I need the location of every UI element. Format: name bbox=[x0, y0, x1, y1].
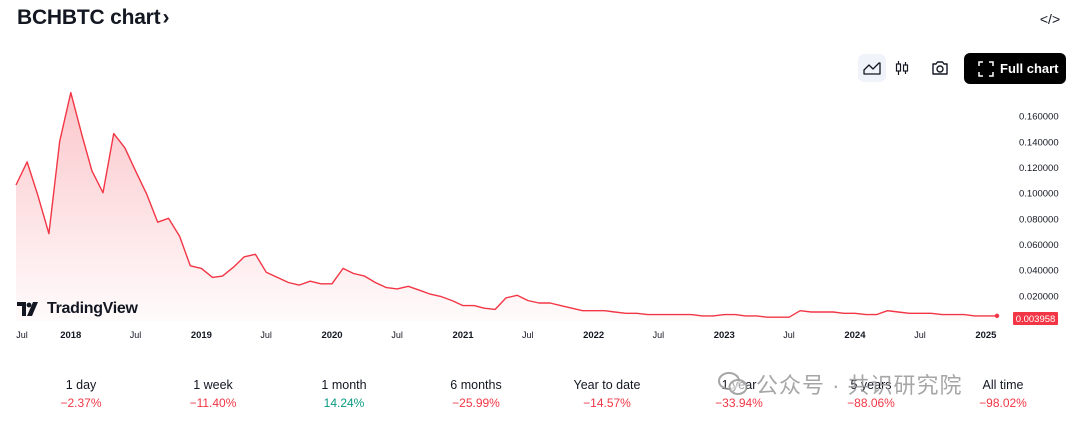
tradingview-logo-icon bbox=[17, 302, 38, 316]
x-tick-label: 2022 bbox=[583, 330, 604, 341]
period-change: −2.37% bbox=[60, 396, 102, 410]
area-chart-button[interactable] bbox=[858, 54, 886, 82]
x-tick-label: 2021 bbox=[452, 330, 474, 341]
screenshot-button[interactable] bbox=[926, 54, 954, 82]
fullscreen-icon bbox=[978, 60, 994, 77]
period-label: 5 years bbox=[850, 378, 892, 392]
period-all-time[interactable]: All time −98.02% bbox=[938, 378, 1068, 410]
x-tick-label: 2023 bbox=[714, 330, 735, 341]
candles-button[interactable] bbox=[888, 54, 916, 82]
last-value-label: 0.003958 bbox=[1016, 314, 1056, 325]
x-tick-label: Jul bbox=[260, 330, 272, 340]
x-tick-label: Jul bbox=[653, 330, 665, 340]
chart-svg: 0.160000 0.140000 0.120000 0.100000 0.080000… bbox=[15, 91, 1059, 341]
y-tick-label: 0.040000 bbox=[1019, 266, 1059, 277]
symbol-title[interactable]: BCHBTC chart bbox=[17, 6, 161, 29]
x-tick-label: 2020 bbox=[321, 330, 342, 341]
period-change: −25.99% bbox=[452, 396, 500, 410]
period-1-month[interactable]: 1 month 14.24% bbox=[279, 378, 409, 410]
period-label: 1 week bbox=[193, 378, 233, 392]
performance-periods: 1 day −2.37% 1 week −11.40% 1 month 14.24% 6 m… bbox=[0, 378, 1080, 418]
logo-text: TradingView bbox=[47, 300, 138, 317]
period-1-week[interactable]: 1 week −11.40% bbox=[148, 378, 278, 410]
series-area bbox=[16, 92, 997, 321]
price-chart[interactable]: 0.160000 0.140000 0.120000 0.100000 0.080000… bbox=[0, 90, 1080, 350]
x-tick-label: Jul bbox=[522, 330, 534, 340]
y-tick-label: 0.080000 bbox=[1019, 214, 1059, 225]
y-tick-label: 0.100000 bbox=[1019, 189, 1059, 200]
period-label: 1 year bbox=[721, 378, 757, 392]
period-change: −33.94% bbox=[715, 396, 763, 410]
y-tick-label: 0.140000 bbox=[1019, 137, 1059, 148]
period-label: All time bbox=[982, 378, 1024, 392]
x-tick-label: 2018 bbox=[60, 330, 81, 341]
period-change: −14.57% bbox=[583, 396, 631, 410]
period-label: 6 months bbox=[450, 378, 502, 392]
period-5-years[interactable]: 5 years −88.06% bbox=[806, 378, 936, 410]
candles-icon bbox=[895, 61, 909, 75]
x-tick-label: Jul bbox=[391, 330, 403, 340]
series-line bbox=[15, 91, 997, 318]
period-1-day[interactable]: 1 day −2.37% bbox=[16, 378, 146, 410]
x-tick-label: Jul bbox=[130, 330, 142, 340]
period-change: −98.02% bbox=[979, 396, 1027, 410]
full-chart-button[interactable]: Full chart bbox=[964, 53, 1066, 84]
y-tick-label: 0.020000 bbox=[1019, 291, 1059, 302]
x-tick-label: Jul bbox=[783, 330, 795, 340]
x-tick-label: 2025 bbox=[975, 330, 997, 341]
chevron-right-icon: › bbox=[162, 6, 170, 29]
last-value-badge bbox=[1013, 312, 1058, 325]
x-tick-label: Jul bbox=[16, 330, 28, 340]
period-label: 1 month bbox=[321, 378, 367, 392]
chart-style-toggle bbox=[858, 54, 916, 82]
x-tick-label: 2024 bbox=[844, 330, 866, 341]
y-tick-label: 0.120000 bbox=[1019, 163, 1059, 174]
last-point bbox=[994, 313, 1000, 319]
y-tick-label: 0.060000 bbox=[1019, 240, 1059, 251]
period-year-to-date[interactable]: Year to date −14.57% bbox=[542, 378, 672, 410]
period-change: 14.24% bbox=[323, 396, 365, 410]
page-title[interactable]: BCHBTC chart› bbox=[17, 6, 169, 30]
area-chart-icon bbox=[863, 62, 881, 75]
period-change: −11.40% bbox=[189, 396, 237, 410]
x-tick-label: 2019 bbox=[191, 330, 212, 341]
embed-code-icon[interactable]: </> bbox=[1039, 11, 1061, 27]
camera-icon bbox=[932, 61, 948, 75]
period-label: Year to date bbox=[573, 378, 641, 392]
period-label: 1 day bbox=[65, 378, 97, 392]
x-tick-label: Jul bbox=[914, 330, 926, 340]
period-1-year[interactable]: 1 year −33.94% bbox=[674, 378, 804, 410]
y-tick-label: 0.160000 bbox=[1019, 112, 1059, 123]
period-6-months[interactable]: 6 months −25.99% bbox=[411, 378, 541, 410]
tradingview-logo[interactable]: TradingView bbox=[17, 300, 138, 318]
period-change: −88.06% bbox=[847, 396, 895, 410]
full-chart-label: Full chart bbox=[1000, 61, 1059, 76]
